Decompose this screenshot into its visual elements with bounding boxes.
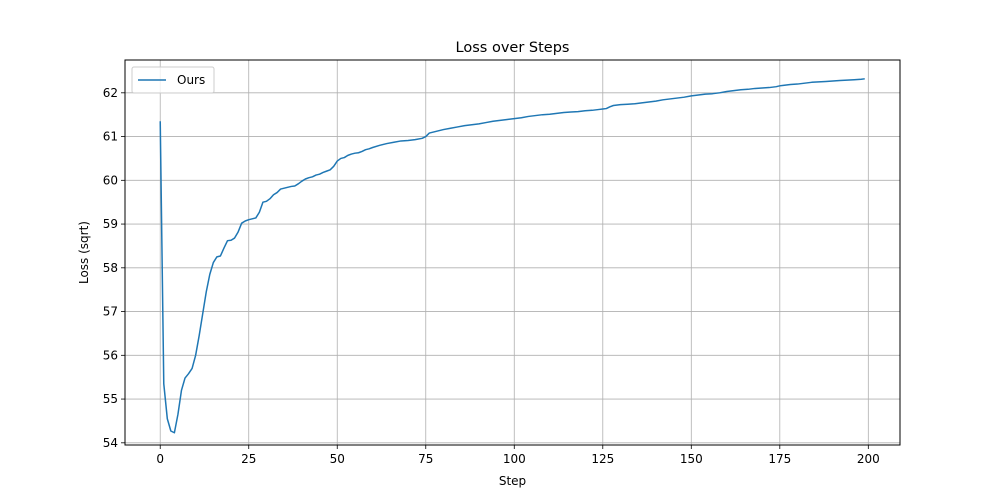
y-tick-label: 56: [103, 348, 118, 362]
x-tick-label: 125: [591, 452, 614, 466]
y-tick-label: 59: [103, 217, 118, 231]
grid-lines: [125, 60, 900, 445]
x-tick-label: 25: [241, 452, 256, 466]
x-tick-label: 50: [330, 452, 345, 466]
y-tick-label: 57: [103, 305, 118, 319]
y-tick-label: 55: [103, 392, 118, 406]
y-tick-label: 61: [103, 130, 118, 144]
legend-box: [131, 66, 215, 94]
series-line-ours: [159, 78, 865, 434]
series-layer: [159, 78, 865, 434]
y-tick-label: 54: [103, 436, 118, 450]
x-tick-label: 100: [503, 452, 526, 466]
legend: Ours: [131, 66, 215, 94]
x-tick-label: 0: [156, 452, 164, 466]
y-tick-label: 58: [103, 261, 118, 275]
x-axis: 0 25 50 75 100 125 150 175 200: [156, 445, 880, 466]
y-axis: 54 55 56 57 58 59 60 61 62: [103, 86, 125, 450]
x-tick-label: 75: [418, 452, 433, 466]
plot-frame: [124, 59, 901, 446]
y-tick-label: 60: [103, 173, 118, 187]
y-tick-label: 62: [103, 86, 118, 100]
y-axis-label: Loss (sqrt): [77, 221, 91, 284]
x-tick-label: 150: [680, 452, 703, 466]
chart-title: Loss over Steps: [456, 40, 570, 56]
x-tick-label: 175: [768, 452, 791, 466]
x-tick-label: 200: [857, 452, 880, 466]
legend-label-ours: Ours: [177, 73, 205, 87]
x-axis-label: Step: [499, 474, 526, 488]
